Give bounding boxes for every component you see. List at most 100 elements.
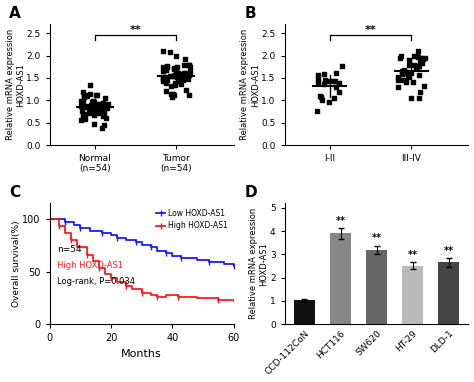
Point — [176, 76, 184, 82]
Point — [92, 92, 100, 99]
Point — [314, 76, 322, 82]
Point — [172, 53, 179, 59]
Text: **: ** — [408, 250, 418, 260]
Point — [405, 57, 413, 63]
Y-axis label: Overall survival(%): Overall survival(%) — [12, 220, 21, 307]
Point — [403, 70, 410, 76]
Point — [172, 82, 179, 88]
Point — [177, 81, 185, 87]
Point — [86, 91, 93, 97]
Point — [185, 62, 193, 68]
Point — [408, 70, 415, 76]
Point — [185, 62, 192, 68]
Point — [409, 79, 417, 85]
Point — [330, 95, 337, 101]
Point — [326, 99, 333, 105]
Point — [91, 112, 98, 118]
Point — [314, 72, 321, 78]
Y-axis label: Relative mRNA expression
HOXD-AS1: Relative mRNA expression HOXD-AS1 — [6, 29, 25, 140]
Point — [77, 103, 85, 109]
Point — [86, 108, 94, 115]
Point — [100, 111, 108, 117]
Point — [421, 55, 428, 61]
Point — [164, 78, 171, 84]
Point — [99, 108, 107, 115]
Point — [414, 53, 422, 60]
Point — [94, 101, 102, 107]
Point — [416, 59, 424, 65]
Point — [335, 80, 343, 86]
X-axis label: Months: Months — [121, 349, 162, 359]
Point — [80, 94, 88, 100]
Point — [99, 100, 107, 106]
Point — [182, 55, 189, 62]
Point — [97, 104, 104, 110]
Point — [162, 66, 170, 73]
Point — [101, 95, 109, 101]
Point — [179, 76, 187, 83]
Point — [320, 81, 328, 87]
Point — [86, 110, 93, 116]
Text: High HOXD-AS1: High HOXD-AS1 — [57, 261, 123, 270]
Point — [174, 70, 182, 76]
Point — [79, 113, 87, 119]
Point — [91, 104, 98, 110]
Point — [336, 89, 343, 95]
Point — [97, 105, 105, 112]
Point — [418, 55, 425, 61]
Point — [94, 105, 102, 112]
Point — [415, 63, 423, 69]
Text: **: ** — [129, 25, 141, 35]
Point — [323, 78, 330, 84]
Point — [97, 104, 104, 110]
Point — [86, 82, 93, 88]
Point — [159, 64, 167, 70]
Point — [185, 72, 193, 78]
Text: D: D — [244, 185, 257, 200]
Point — [413, 65, 420, 71]
Point — [91, 99, 98, 105]
Bar — [366, 250, 387, 324]
Point — [315, 79, 322, 85]
Text: n=54: n=54 — [57, 244, 82, 254]
Point — [97, 101, 105, 107]
Point — [170, 66, 177, 72]
Point — [80, 104, 88, 110]
Point — [82, 116, 89, 122]
Point — [159, 49, 167, 55]
Point — [318, 94, 325, 100]
Point — [416, 95, 423, 101]
Bar — [438, 262, 459, 324]
Point — [103, 104, 111, 110]
Point — [79, 99, 86, 105]
Point — [160, 68, 167, 74]
Point — [333, 70, 340, 76]
Point — [170, 73, 178, 79]
Point — [420, 83, 428, 89]
Point — [169, 91, 177, 97]
Point — [172, 68, 180, 74]
Point — [87, 109, 95, 115]
Point — [419, 56, 427, 62]
Text: Log-rank, P=0.034: Log-rank, P=0.034 — [57, 277, 135, 286]
Point — [163, 87, 170, 94]
Point — [400, 70, 407, 76]
Point — [405, 62, 413, 68]
Point — [179, 75, 187, 81]
Point — [171, 80, 179, 86]
Point — [102, 102, 109, 108]
Point — [82, 92, 90, 98]
Point — [313, 108, 321, 115]
Point — [90, 120, 98, 126]
Bar — [330, 233, 351, 324]
Point — [180, 70, 188, 76]
Point — [92, 107, 100, 113]
Point — [415, 71, 422, 78]
Text: A: A — [9, 6, 21, 21]
Point — [186, 69, 193, 75]
Point — [398, 71, 406, 77]
Point — [182, 87, 190, 93]
Point — [170, 65, 178, 71]
Point — [394, 74, 402, 80]
Point — [168, 94, 175, 100]
